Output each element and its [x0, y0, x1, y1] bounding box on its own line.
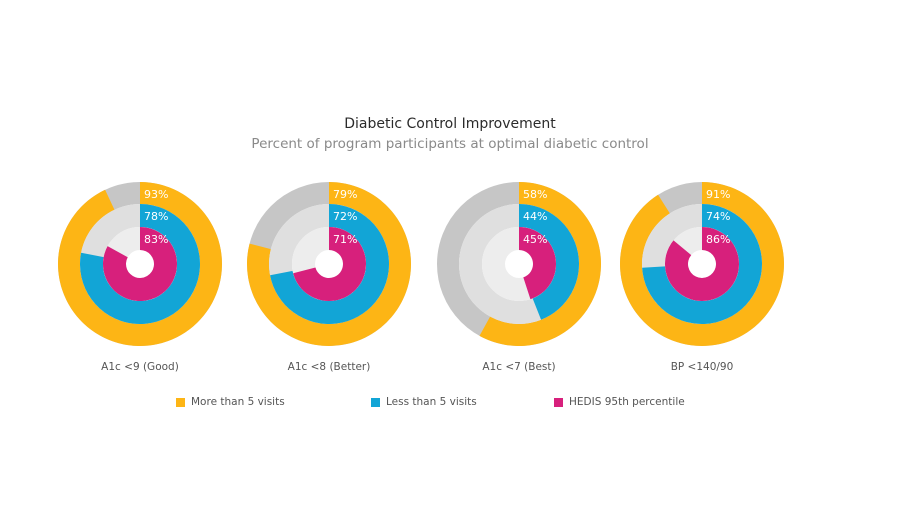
ring-value-arc — [103, 227, 178, 301]
legend-item-more-than-5: More than 5 visits — [176, 396, 285, 408]
category-label: A1c <7 (Best) — [482, 361, 555, 373]
category-label: BP <140/90 — [671, 361, 734, 373]
ring-value-label: 78% — [144, 210, 168, 223]
ring-value-arc — [519, 204, 580, 320]
donut-chart: 91% 74% 86% BP <140/90 — [619, 182, 784, 373]
ring-value-label: 83% — [144, 233, 168, 246]
legend-item-less-than-5: Less than 5 visits — [371, 396, 477, 408]
category-label: A1c <9 (Good) — [101, 361, 179, 373]
ring-value-label: 74% — [706, 210, 730, 223]
ring-value-arc — [79, 204, 201, 324]
category-label: A1c <8 (Better) — [288, 361, 371, 373]
legend-label: More than 5 visits — [191, 396, 285, 408]
donut-chart: 79% 72% 71% A1c <8 (Better) — [247, 182, 411, 373]
ring-value-label: 72% — [333, 210, 357, 223]
legend-swatch — [371, 397, 380, 407]
ring-value-arc — [519, 227, 557, 300]
ring-value-label: 86% — [706, 233, 730, 246]
ring-value-arc — [270, 204, 390, 324]
donut-chart: 58% 44% 45% A1c <7 (Best) — [437, 182, 602, 373]
chart-subtitle: Percent of program participants at optim… — [251, 136, 649, 152]
legend-label: Less than 5 visits — [386, 396, 477, 408]
ring-value-arc — [293, 227, 366, 302]
ring-value-label: 44% — [523, 210, 547, 223]
ring-value-label: 93% — [144, 188, 168, 201]
ring-value-arc — [642, 204, 762, 324]
ring-value-label: 45% — [523, 233, 547, 246]
legend: More than 5 visits Less than 5 visits HE… — [0, 396, 900, 412]
ring-value-label: 58% — [523, 188, 547, 201]
legend-swatch — [176, 397, 185, 407]
donut-chart: 93% 78% 83% A1c <9 (Good) — [57, 182, 222, 373]
ring-value-label: 79% — [333, 188, 357, 201]
ring-value-label: 91% — [706, 188, 730, 201]
ring-value-label: 71% — [333, 233, 357, 246]
legend-swatch — [554, 397, 563, 407]
legend-label: HEDIS 95th percentile — [569, 396, 685, 408]
ring-value-arc — [665, 227, 740, 302]
legend-item-hedis: HEDIS 95th percentile — [554, 396, 685, 408]
ring-value-arc — [479, 182, 602, 347]
chart-title: Diabetic Control Improvement — [344, 116, 556, 132]
